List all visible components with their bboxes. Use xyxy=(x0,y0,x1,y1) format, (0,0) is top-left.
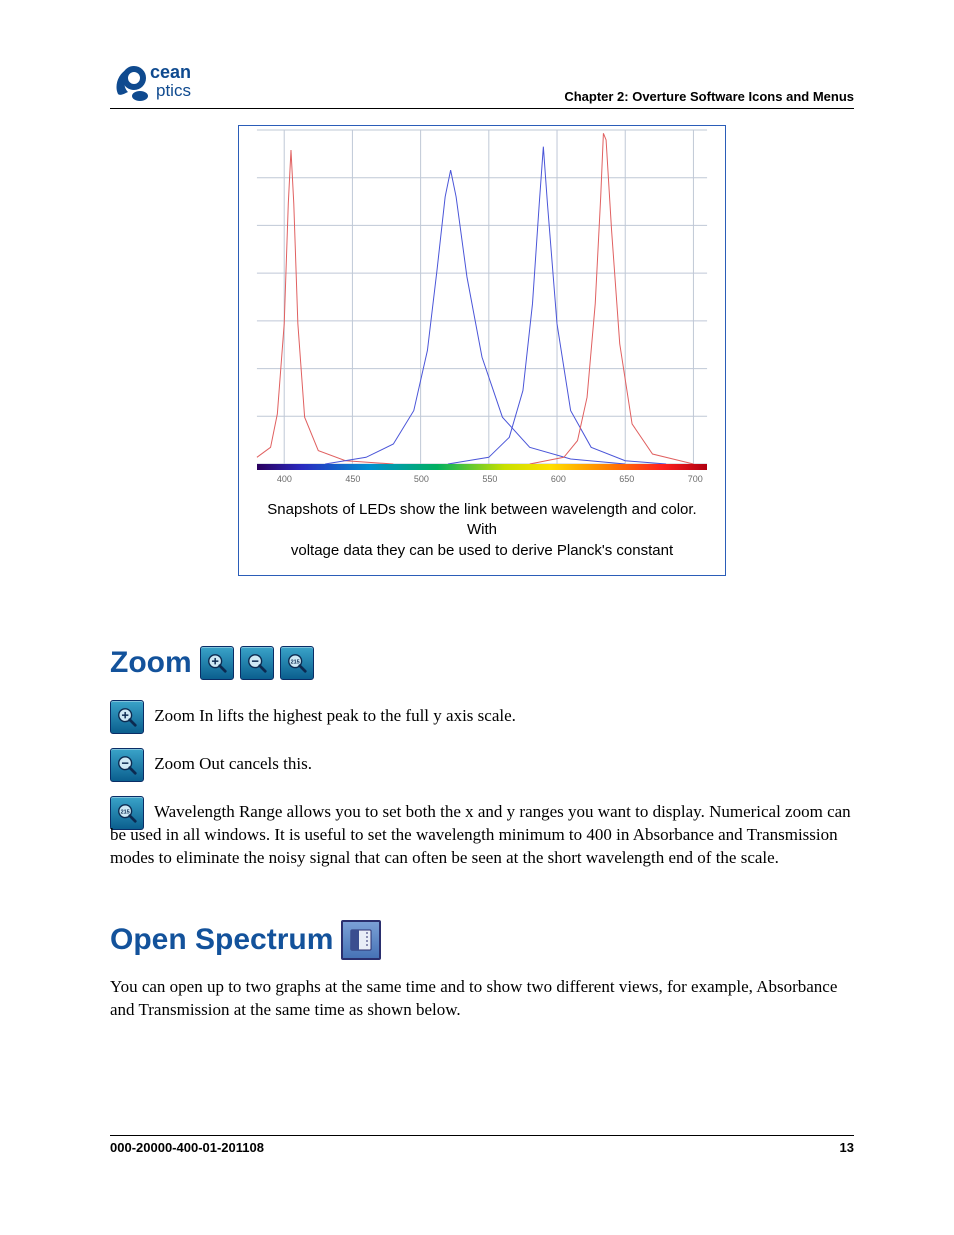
chart-xtick: 600 xyxy=(551,474,566,484)
chart-xtick: 650 xyxy=(619,474,634,484)
zoom-out-icon[interactable] xyxy=(110,748,144,782)
ocean-optics-logo: cean ptics xyxy=(110,58,218,106)
zoom-out-icon[interactable] xyxy=(240,646,274,680)
zoom-range-text: Wavelength Range allows you to set both … xyxy=(110,802,851,867)
zoom-out-text: Zoom Out cancels this. xyxy=(154,754,312,773)
chapter-title: Chapter 2: Overture Software Icons and M… xyxy=(564,89,854,106)
chart-caption-line2: voltage data they can be used to derive … xyxy=(291,542,673,559)
page-header: cean ptics Chapter 2: Overture Software … xyxy=(110,58,854,109)
footer-page-number: 13 xyxy=(840,1140,854,1155)
open-spectrum-heading: Open Spectrum xyxy=(110,920,854,960)
open-spectrum-heading-text: Open Spectrum xyxy=(110,923,333,957)
zoom-out-row: Zoom Out cancels this. xyxy=(110,748,854,776)
spectrum-gradient-bar xyxy=(257,464,707,470)
chart-xtick: 550 xyxy=(482,474,497,484)
chart-xtick: 500 xyxy=(414,474,429,484)
logo-text-bottom: ptics xyxy=(156,81,191,100)
zoom-heading: Zoom 215 xyxy=(110,646,854,680)
page-footer: 000-20000-400-01-201108 13 xyxy=(110,1135,854,1155)
zoom-heading-text: Zoom xyxy=(110,646,192,680)
led-spectrum-chart: 400 450 500 550 600 650 700 Snapshots of LEDs … xyxy=(238,125,726,576)
zoom-in-icon[interactable] xyxy=(110,700,144,734)
chart-svg xyxy=(239,126,725,464)
chart-xtick: 450 xyxy=(345,474,360,484)
svg-text:215: 215 xyxy=(290,659,299,665)
chart-xtick: 700 xyxy=(688,474,703,484)
chart-caption-line1: Snapshots of LEDs show the link between … xyxy=(267,501,696,538)
chart-plot-area xyxy=(239,126,725,464)
svg-text:215: 215 xyxy=(121,809,130,815)
chart-x-axis: 400 450 500 550 600 650 700 xyxy=(239,464,725,492)
open-spectrum-icon[interactable] xyxy=(341,920,381,960)
zoom-heading-icons: 215 xyxy=(200,646,314,680)
footer-doc-number: 000-20000-400-01-201108 xyxy=(110,1140,264,1155)
zoom-in-text: Zoom In lifts the highest peak to the fu… xyxy=(154,706,516,725)
logo-text-top: cean xyxy=(150,62,191,82)
chart-xtick: 400 xyxy=(277,474,292,484)
open-spectrum-body: You can open up to two graphs at the sam… xyxy=(110,976,854,1022)
chart-caption: Snapshots of LEDs show the link between … xyxy=(239,492,725,575)
zoom-in-icon[interactable] xyxy=(200,646,234,680)
zoom-range-row: 215 Wavelength Range allows you to set b… xyxy=(110,796,854,870)
zoom-range-icon[interactable]: 215 xyxy=(280,646,314,680)
zoom-in-row: Zoom In lifts the highest peak to the fu… xyxy=(110,700,854,728)
page: cean ptics Chapter 2: Overture Software … xyxy=(0,0,954,1235)
